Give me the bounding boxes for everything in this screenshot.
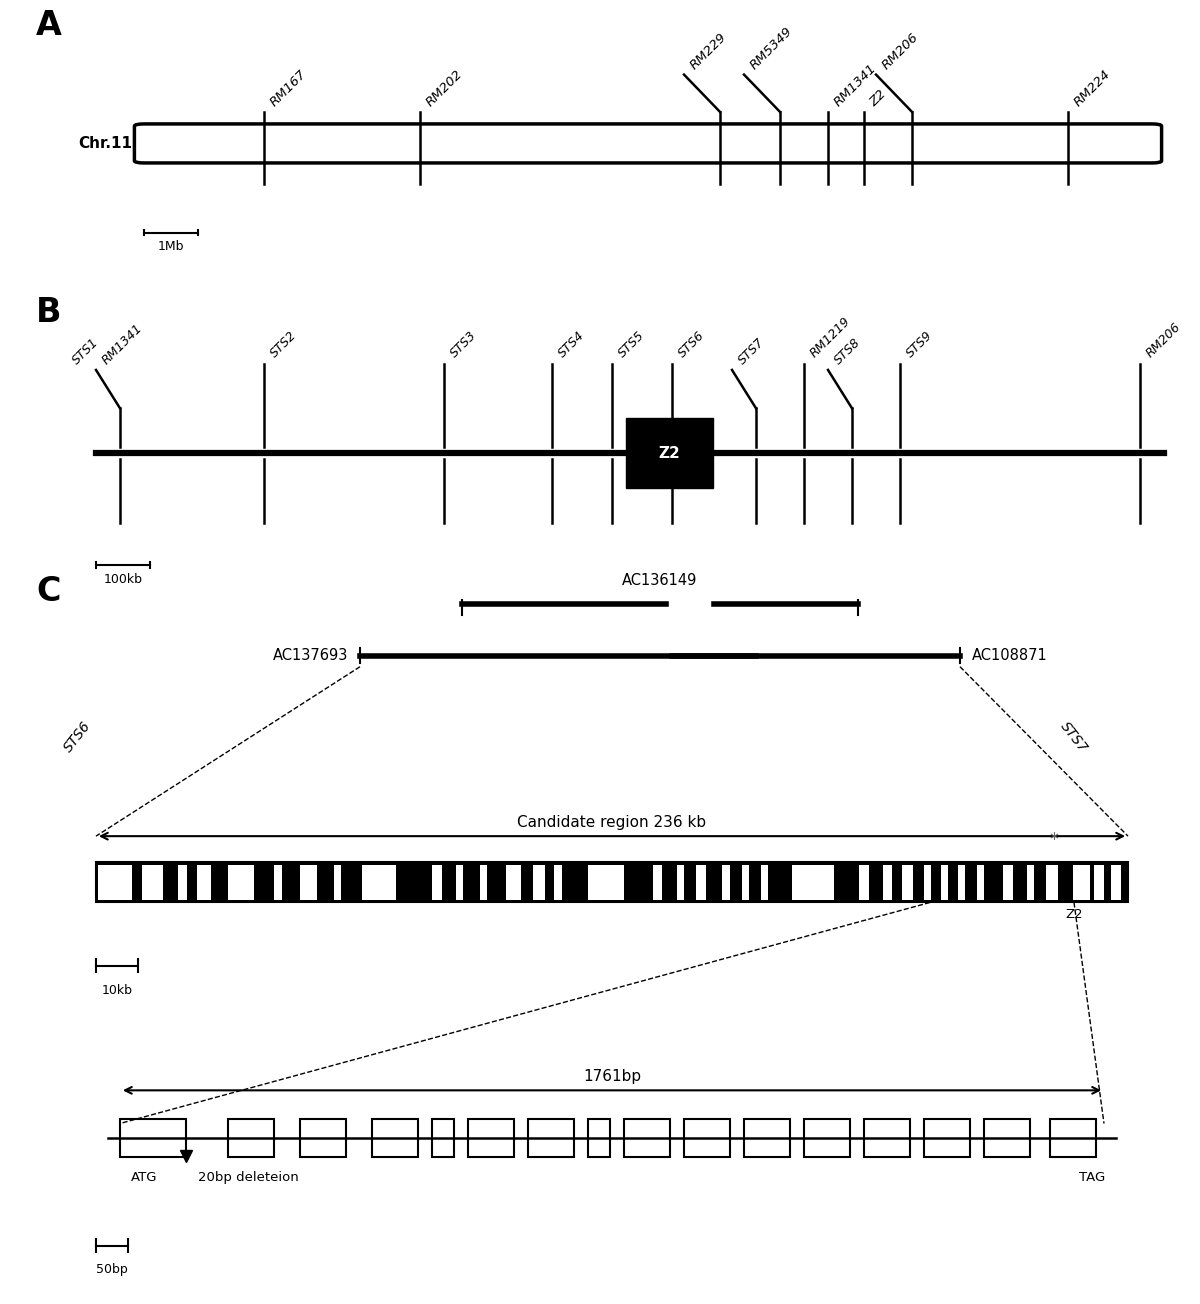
Bar xyxy=(1094,865,1104,900)
Text: RM202: RM202 xyxy=(424,68,466,110)
Bar xyxy=(1111,865,1121,900)
Bar xyxy=(924,1119,970,1158)
Bar xyxy=(528,1119,574,1158)
Text: RM5349: RM5349 xyxy=(748,25,796,72)
Bar xyxy=(480,865,487,900)
Bar xyxy=(722,865,730,900)
Bar xyxy=(372,1119,418,1158)
Text: Z2: Z2 xyxy=(1066,909,1082,922)
Bar xyxy=(902,865,913,900)
Bar xyxy=(588,1119,610,1158)
Bar xyxy=(1027,865,1034,900)
Bar xyxy=(958,865,965,900)
Text: STS6: STS6 xyxy=(676,329,707,360)
Text: Chr.11: Chr.11 xyxy=(78,136,132,151)
Text: AC136149: AC136149 xyxy=(623,572,697,588)
Text: STS2: STS2 xyxy=(268,329,299,360)
Bar xyxy=(432,1119,454,1158)
Bar xyxy=(984,1119,1030,1158)
Bar xyxy=(977,865,984,900)
Bar xyxy=(1073,865,1090,900)
Bar xyxy=(624,1119,670,1158)
Text: RM1341: RM1341 xyxy=(100,321,145,366)
Text: RM1341: RM1341 xyxy=(832,61,880,110)
Bar xyxy=(684,1119,730,1158)
Bar xyxy=(142,865,163,900)
Text: A: A xyxy=(36,9,62,42)
Bar xyxy=(653,865,662,900)
Text: STS4: STS4 xyxy=(556,329,587,360)
Bar xyxy=(432,865,442,900)
Bar xyxy=(98,865,132,900)
Bar xyxy=(334,865,341,900)
Bar xyxy=(506,865,521,900)
Text: STS1: STS1 xyxy=(70,335,101,366)
Text: STS5: STS5 xyxy=(616,329,647,360)
Text: Z2: Z2 xyxy=(659,446,680,460)
Bar xyxy=(744,1119,790,1158)
Text: 1Mb: 1Mb xyxy=(157,240,185,253)
Bar xyxy=(362,865,396,900)
Bar xyxy=(197,865,211,900)
Text: Z2: Z2 xyxy=(868,87,889,110)
Text: C: C xyxy=(36,575,60,608)
Text: STS7: STS7 xyxy=(1057,719,1091,755)
Text: RM224: RM224 xyxy=(1072,68,1114,110)
Text: AC108871: AC108871 xyxy=(972,648,1048,664)
Bar xyxy=(883,865,892,900)
Text: RM206: RM206 xyxy=(880,30,922,72)
Bar xyxy=(178,865,187,900)
Bar xyxy=(792,865,834,900)
Bar xyxy=(588,865,624,900)
Bar xyxy=(742,865,749,900)
Text: ATG: ATG xyxy=(131,1171,157,1184)
Bar xyxy=(626,417,713,488)
Bar xyxy=(300,865,317,900)
Text: STS9: STS9 xyxy=(904,329,935,360)
Bar xyxy=(941,865,948,900)
Text: 100kb: 100kb xyxy=(103,572,143,585)
Bar xyxy=(120,1119,186,1158)
Text: 10kb: 10kb xyxy=(102,983,132,996)
Text: 1761bp: 1761bp xyxy=(583,1069,641,1085)
Text: B: B xyxy=(36,296,61,330)
Bar xyxy=(228,865,254,900)
FancyBboxPatch shape xyxy=(134,124,1162,163)
Bar xyxy=(696,865,706,900)
Bar xyxy=(859,865,869,900)
Text: RM229: RM229 xyxy=(688,30,730,72)
Bar xyxy=(924,865,931,900)
Text: TAG: TAG xyxy=(1079,1171,1105,1184)
Text: STS3: STS3 xyxy=(448,329,479,360)
Text: *: * xyxy=(1049,831,1058,849)
Text: STS8: STS8 xyxy=(832,335,863,366)
Text: STS7: STS7 xyxy=(736,335,767,366)
Bar xyxy=(1003,865,1013,900)
Text: 50bp: 50bp xyxy=(96,1264,128,1277)
Text: AC137693: AC137693 xyxy=(272,648,348,664)
Bar xyxy=(96,862,1128,902)
Text: STS6: STS6 xyxy=(61,719,95,755)
Text: Candidate region 236 kb: Candidate region 236 kb xyxy=(517,815,707,831)
Bar xyxy=(1050,1119,1096,1158)
Bar xyxy=(1046,865,1058,900)
Bar xyxy=(864,1119,910,1158)
Bar xyxy=(677,865,684,900)
Bar xyxy=(468,1119,514,1158)
Bar xyxy=(228,1119,274,1158)
Text: RM206: RM206 xyxy=(1144,321,1183,360)
Text: RM167: RM167 xyxy=(268,68,310,110)
Bar xyxy=(300,1119,346,1158)
Bar xyxy=(761,865,768,900)
Bar xyxy=(533,865,545,900)
Text: RM1219: RM1219 xyxy=(808,314,853,360)
Bar xyxy=(804,1119,850,1158)
Bar xyxy=(554,865,562,900)
Text: 20bp deleteion: 20bp deleteion xyxy=(198,1171,299,1184)
Bar xyxy=(274,865,282,900)
Bar xyxy=(456,865,463,900)
